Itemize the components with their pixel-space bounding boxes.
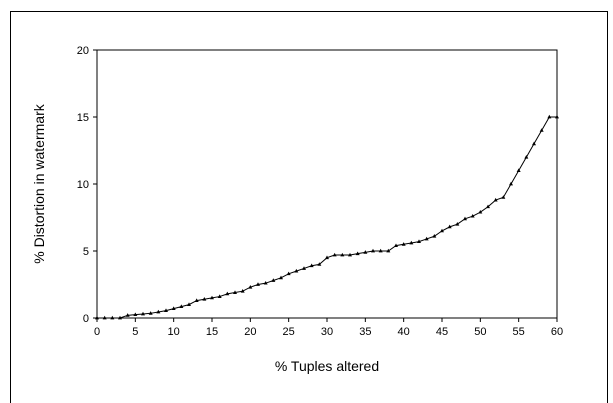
data-point <box>378 248 383 253</box>
data-point <box>532 141 536 146</box>
y-axis-label: % Distortion in watermark <box>31 103 47 263</box>
data-point <box>509 181 513 186</box>
data-point <box>271 278 276 282</box>
series <box>95 114 559 320</box>
data-point <box>317 262 322 266</box>
data-point <box>202 297 207 301</box>
data-point <box>102 315 107 320</box>
data-point <box>248 284 253 289</box>
y-tick-label: 20 <box>77 45 89 57</box>
data-point <box>217 294 222 298</box>
data-point <box>432 234 437 238</box>
data-point <box>302 266 306 270</box>
data-point <box>355 251 360 256</box>
x-tick-label: 30 <box>321 326 333 338</box>
data-point <box>263 280 268 285</box>
x-tick-label: 15 <box>206 326 218 338</box>
ticks: 0 5 10 15 20 25 30 35 40 45 50 55 60 0 5 10 15 20 <box>77 45 563 338</box>
data-point <box>371 248 375 253</box>
data-point <box>440 228 444 233</box>
data-point <box>286 271 291 276</box>
data-point <box>394 243 398 248</box>
data-point <box>164 308 168 313</box>
data-point <box>95 315 99 320</box>
x-tick-label: 35 <box>359 326 371 338</box>
data-point <box>348 252 352 257</box>
data-point <box>141 311 145 316</box>
x-tick-label: 20 <box>244 326 256 338</box>
series-line <box>97 116 557 319</box>
data-point <box>294 268 299 273</box>
data-point <box>148 311 153 315</box>
data-point <box>455 222 460 226</box>
data-point <box>363 250 368 254</box>
data-point <box>409 240 414 245</box>
data-point <box>547 114 552 119</box>
data-point <box>478 209 483 214</box>
x-tick-label: 25 <box>283 326 295 338</box>
plot-area-border <box>96 49 558 319</box>
data-point <box>386 248 391 253</box>
data-point <box>417 239 421 244</box>
x-tick-label: 50 <box>474 326 486 338</box>
data-point <box>179 304 184 309</box>
data-point <box>240 289 245 293</box>
data-point <box>210 295 214 300</box>
data-point <box>424 236 429 241</box>
y-tick-label: 0 <box>83 313 89 325</box>
data-point <box>493 197 498 202</box>
data-point <box>486 204 490 209</box>
data-point <box>194 298 199 302</box>
data-point <box>256 282 260 286</box>
data-point <box>309 263 314 268</box>
data-point <box>156 309 161 314</box>
y-tick-label: 10 <box>77 179 89 191</box>
data-point <box>447 224 452 229</box>
x-tick-label: 40 <box>398 326 410 338</box>
data-point <box>555 114 559 119</box>
data-point <box>340 252 345 257</box>
data-point <box>524 155 529 159</box>
data-point <box>279 275 283 280</box>
data-point <box>501 195 506 199</box>
data-point <box>118 315 122 320</box>
x-tick-label: 10 <box>168 326 180 338</box>
data-point <box>225 291 230 296</box>
x-axis-label: % Tuples altered <box>275 358 379 374</box>
data-point <box>332 252 337 257</box>
data-point <box>470 213 475 218</box>
axes <box>96 49 558 319</box>
x-tick-label: 45 <box>436 326 448 338</box>
x-tick-label: 55 <box>513 326 525 338</box>
y-tick-label: 5 <box>83 246 89 258</box>
x-tick-label: 5 <box>132 326 138 338</box>
chart-frame <box>10 11 608 403</box>
data-point <box>171 306 176 311</box>
data-point <box>133 312 138 317</box>
data-point <box>233 290 237 294</box>
data-point <box>325 255 329 260</box>
data-point <box>401 242 406 246</box>
data-point <box>539 128 544 132</box>
data-point <box>187 302 191 306</box>
data-point <box>110 315 115 320</box>
x-tick-label: 60 <box>551 326 563 338</box>
x-tick-label: 0 <box>94 326 100 338</box>
data-point <box>125 313 130 317</box>
data-point <box>463 216 467 221</box>
y-tick-label: 15 <box>77 112 89 124</box>
data-point <box>516 168 521 172</box>
